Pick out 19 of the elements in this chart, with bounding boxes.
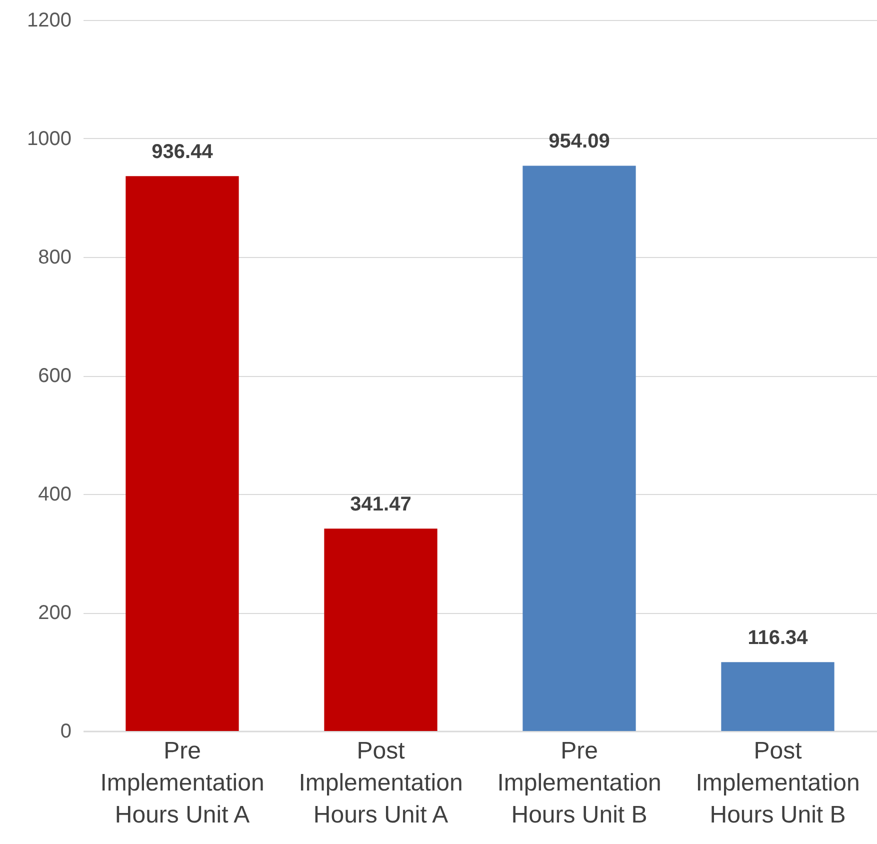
y-tick-label: 600 xyxy=(38,365,72,387)
y-tick-label: 400 xyxy=(38,484,72,506)
y-tick-label: 200 xyxy=(38,602,72,624)
data-label: 116.34 xyxy=(748,627,809,650)
data-label: 341.47 xyxy=(350,494,412,516)
data-label: 936.44 xyxy=(152,141,214,164)
y-tick-label: 1000 xyxy=(27,128,72,150)
bar xyxy=(126,176,239,731)
x-tick-label: Pre Implementation Hours Unit B xyxy=(497,738,662,828)
bar xyxy=(522,166,636,731)
y-tick-label: 800 xyxy=(38,246,72,268)
data-label: 954.09 xyxy=(548,130,610,153)
y-tick-label: 0 xyxy=(60,720,72,742)
bar xyxy=(721,662,834,731)
y-tick-label: 1200 xyxy=(27,10,72,32)
x-tick-label: Post Implementation Hours Unit B xyxy=(696,738,860,828)
bar xyxy=(324,528,438,731)
x-tick-label: Post Implementation Hours Unit A xyxy=(298,738,463,828)
x-tick-label: Pre Implementation Hours Unit A xyxy=(100,738,264,828)
